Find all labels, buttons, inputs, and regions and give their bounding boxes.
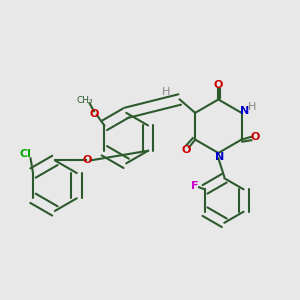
- Text: H: H: [162, 87, 170, 97]
- Text: F: F: [191, 182, 198, 191]
- Text: O: O: [214, 80, 223, 90]
- Text: O: O: [182, 145, 191, 155]
- Text: O: O: [250, 132, 260, 142]
- Text: O: O: [89, 109, 99, 118]
- Text: O: O: [83, 155, 92, 165]
- Text: CH₃: CH₃: [77, 96, 93, 105]
- Text: H: H: [248, 102, 256, 112]
- Text: N: N: [240, 106, 249, 116]
- Text: N: N: [215, 152, 224, 162]
- Text: Cl: Cl: [19, 149, 31, 160]
